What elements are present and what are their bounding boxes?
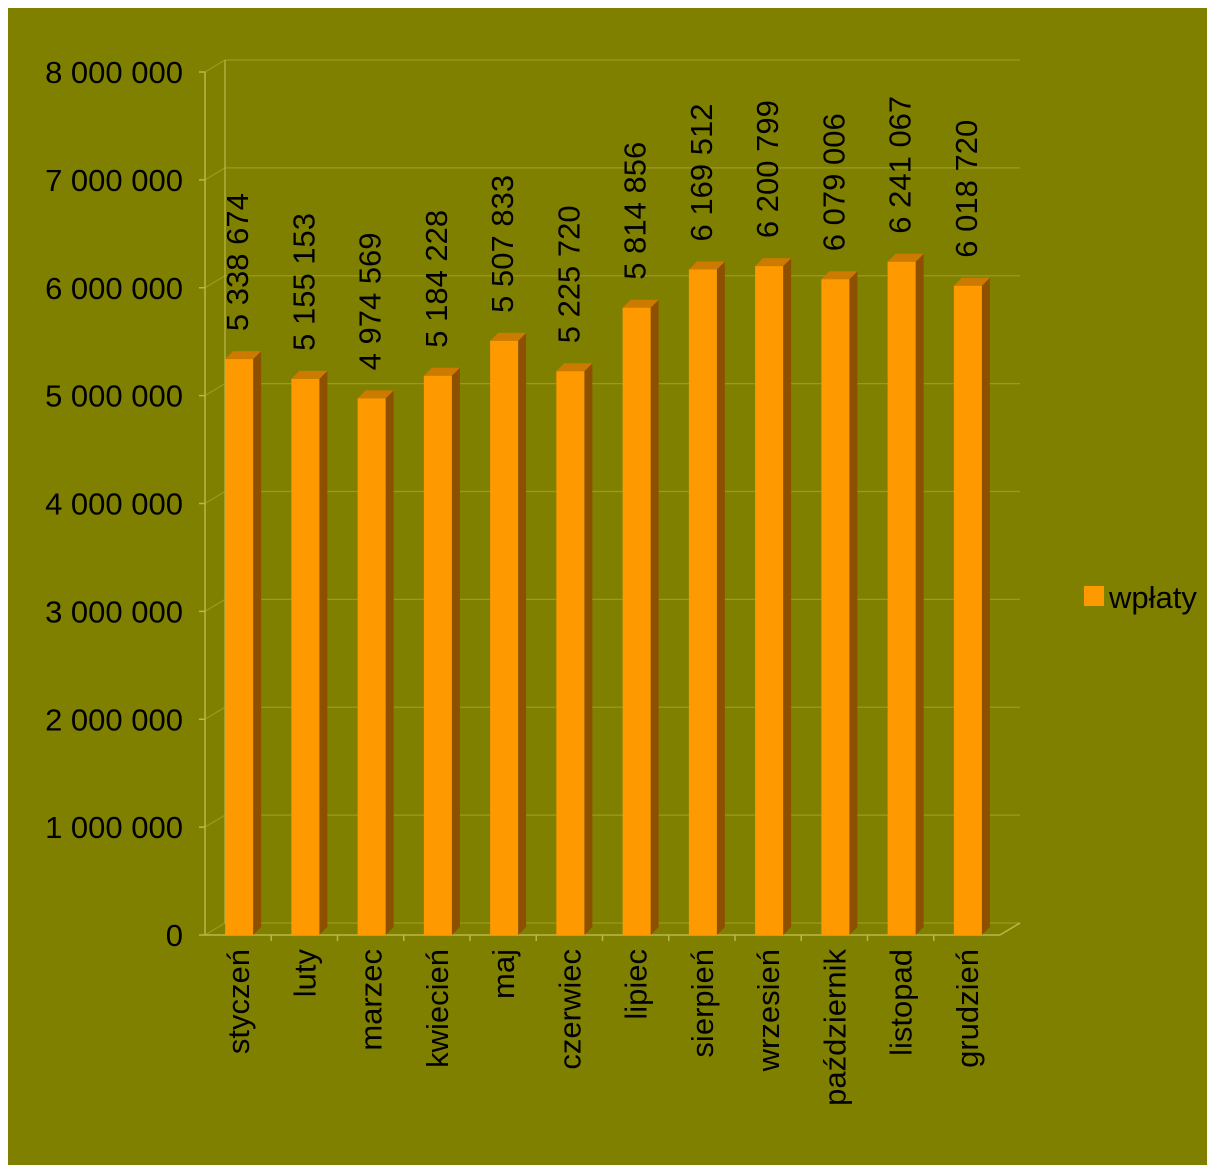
category-label-0: styczeń <box>221 949 256 1054</box>
data-label-5: 5 225 720 <box>551 205 586 343</box>
category-label-4: maj <box>486 949 521 999</box>
bar-top-1 <box>291 370 328 379</box>
bar-top-10 <box>887 253 924 262</box>
bar-chart: 0 1 000 000 2 000 000 3 000 000 4 000 000 5 0… <box>45 55 1197 1106</box>
category-label-7: sierpień <box>685 949 720 1058</box>
bar-7 <box>688 269 717 936</box>
labels: 0 1 000 000 2 000 000 3 000 000 4 000 000 5 0… <box>45 55 985 1106</box>
bar-top-11 <box>953 277 990 286</box>
category-label-5: czerwiec <box>552 949 587 1070</box>
bar-top-7 <box>688 261 725 270</box>
bar-top-3 <box>423 367 460 376</box>
bar-side-3 <box>451 367 460 935</box>
bar-top-5 <box>556 363 593 372</box>
y-tick-label-8: 8 000 000 <box>45 55 183 90</box>
gridline-depth-2 <box>204 706 226 720</box>
category-label-2: marzec <box>354 949 389 1051</box>
y-tick-label-3: 3 000 000 <box>45 594 183 629</box>
bar-top-9 <box>821 271 858 280</box>
gridline-depth-8 <box>204 59 226 73</box>
data-label-6: 5 814 856 <box>618 142 653 280</box>
category-label-10: listopad <box>884 949 919 1056</box>
legend: wpłaty <box>1084 580 1197 615</box>
data-label-3: 5 184 228 <box>419 210 454 348</box>
bar-side-5 <box>584 363 593 935</box>
category-label-3: kwiecień <box>420 949 455 1068</box>
data-label-8: 6 200 799 <box>750 100 785 238</box>
y-tick-label-7: 7 000 000 <box>45 163 183 198</box>
y-tick-label-2: 2 000 000 <box>45 702 183 737</box>
bar-9 <box>821 279 850 935</box>
bar-8 <box>755 266 784 935</box>
data-label-7: 6 169 512 <box>684 104 719 242</box>
bar-side-0 <box>253 351 262 935</box>
gridline-depth-1 <box>204 814 226 828</box>
bar-side-6 <box>650 299 659 935</box>
legend-swatch <box>1084 586 1104 606</box>
data-label-1: 5 155 153 <box>286 213 321 351</box>
axes <box>199 60 1021 941</box>
chart-area: 0 1 000 000 2 000 000 3 000 000 4 000 000 5 0… <box>8 8 1207 1165</box>
bar-side-2 <box>385 390 394 935</box>
bar-side-11 <box>981 277 990 935</box>
y-tick-label-0: 0 <box>166 918 183 953</box>
gridlines <box>204 59 1020 936</box>
bar-side-4 <box>518 332 527 935</box>
y-tick-label-1: 1 000 000 <box>45 810 183 845</box>
data-label-4: 5 507 833 <box>485 175 520 313</box>
bar-1 <box>291 378 320 935</box>
data-label-11: 6 018 720 <box>949 120 984 258</box>
category-label-11: grudzień <box>950 949 985 1068</box>
category-label-1: luty <box>287 949 322 998</box>
bar-top-8 <box>755 258 792 267</box>
bar-6 <box>622 307 651 935</box>
y-tick-label-6: 6 000 000 <box>45 271 183 306</box>
data-label-9: 6 079 006 <box>816 113 851 251</box>
bar-3 <box>423 375 452 935</box>
legend-label: wpłaty <box>1108 580 1197 615</box>
y-tick-label-5: 5 000 000 <box>45 379 183 414</box>
bar-side-10 <box>915 253 924 936</box>
bar-top-4 <box>490 332 527 341</box>
gridline-depth-3 <box>204 598 226 612</box>
bar-2 <box>357 398 386 935</box>
gridline-depth-0 <box>204 922 226 936</box>
bar-11 <box>953 285 982 935</box>
bar-10 <box>887 261 916 936</box>
bar-0 <box>225 359 254 935</box>
bar-side-1 <box>319 370 328 935</box>
gridline-depth-5 <box>204 383 226 397</box>
gridline-depth-7 <box>204 167 226 181</box>
bar-top-2 <box>357 390 394 399</box>
y-tick-label-4: 4 000 000 <box>45 487 183 522</box>
category-label-8: wrzesień <box>751 949 786 1072</box>
bar-top-6 <box>622 299 659 308</box>
data-label-0: 5 338 674 <box>220 193 255 331</box>
bar-side-7 <box>716 261 725 936</box>
bar-side-9 <box>849 271 858 935</box>
bar-4 <box>490 340 519 935</box>
data-label-2: 4 974 569 <box>353 232 388 370</box>
bar-top-0 <box>225 351 262 360</box>
category-label-6: lipiec <box>619 949 654 1020</box>
category-label-9: październik <box>817 949 852 1106</box>
bar-side-8 <box>783 258 792 935</box>
data-label-10: 6 241 067 <box>883 96 918 234</box>
bars <box>225 253 990 936</box>
x-axis-depth-line <box>999 922 1021 936</box>
gridline-depth-6 <box>204 275 226 289</box>
bar-5 <box>556 371 585 935</box>
gridline-depth-4 <box>204 490 226 505</box>
